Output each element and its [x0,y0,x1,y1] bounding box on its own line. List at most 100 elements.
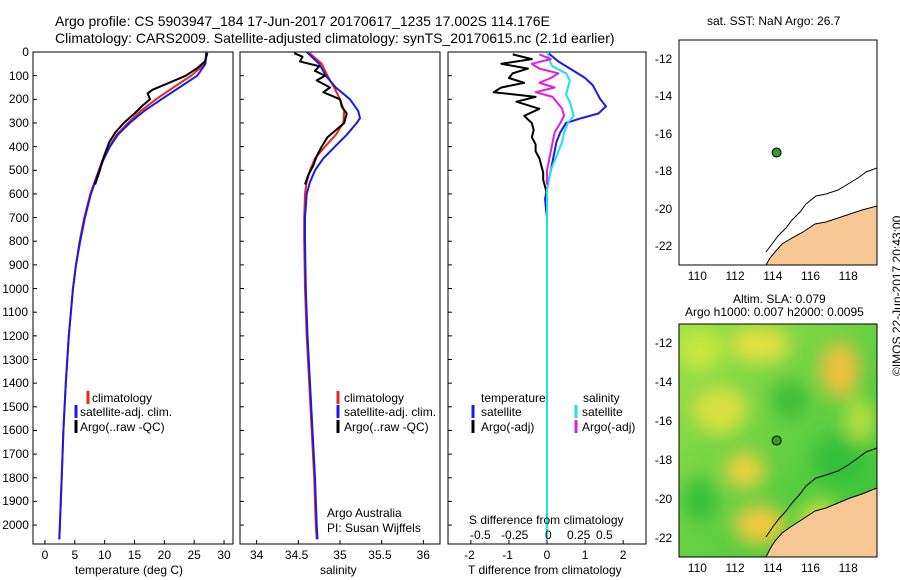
salinity-x-tick-label: 34 [249,548,264,562]
depth-y-tick-label: 0 [22,45,29,59]
sla-map-land [765,487,877,557]
sla_map-x-tick-label: 112 [725,561,745,575]
sla_map-y-tick-label: -14 [654,375,673,390]
temperature-x-tick-label: 30 [217,548,231,562]
difference-x-tick-label: -2 [464,548,475,562]
sst-map-land [765,205,877,265]
depth-y-tick-label: 1800 [2,470,29,485]
salinity-x-axis-label: salinity [320,563,357,577]
depth-y-tick-label: 1300 [2,352,29,367]
sla-map-heatmap [679,324,877,557]
sla-map-copyright-label: ©IMOS 22-Jun-2017 20:43:00 [890,215,900,376]
difference-legend-sal-satellite: satellite [582,405,623,419]
depth-y-tick-label: 300 [8,115,29,130]
temperature-x-axis-label: temperature (deg C) [75,563,184,577]
temperature-line-2 [94,52,209,185]
difference-line-1 [492,53,548,540]
temperature-x-tick-label: 20 [157,548,171,562]
depth-y-tick-label: 400 [8,139,29,154]
sla_map-y-tick-label: -20 [654,491,673,506]
temperature-legend-climatology: climatology [92,391,153,405]
salinity-annotation-institution: Argo Australia [327,506,402,520]
temperature-x-tick-label: 15 [127,548,142,562]
sla-map-title-line2: Argo h1000: 0.007 h2000: 0.0095 [685,305,864,319]
difference-x-tick-label: -1 [502,548,513,562]
salinity-annotation-pi: PI: Susan Wijffels [327,521,421,535]
difference-x-axis-label: T difference from climatology [468,563,622,577]
sst_map-x-tick-label: 116 [800,269,821,283]
sla-map-title-line1: Altim. SLA: 0.079 [733,292,826,306]
difference-legend-temp-argo: Argo(-adj) [481,420,535,434]
salinity-line-2 [293,52,348,185]
temperature-line-0 [58,52,209,540]
difference-line-2 [546,52,575,540]
depth-y-tick-label: 900 [8,257,29,272]
depth-y-tick-label: 1900 [2,494,29,509]
temperature-legend-satellite: satellite-adj. clim. [80,405,173,419]
difference-x-tick-label: 2 [619,548,627,562]
sla_map-x-tick-label: 110 [687,561,707,575]
difference-line-0 [544,52,607,540]
difference-x2-tick: 0 [545,528,552,542]
difference-series-group [492,52,607,540]
difference-legend-heading-salinity: salinity [583,391,620,405]
temperature-legend-argo: Argo(..raw -QC) [80,420,165,434]
sst_map-y-tick-label: -20 [654,201,673,216]
sst-map-coastline [765,167,877,253]
depth-y-tick-label: 1400 [2,376,29,391]
sst-map-title: sat. SST: NaN Argo: 26.7 [707,14,841,28]
depth-y-tick-label: 1700 [2,447,29,462]
difference-x2-axis-label: S difference from climatology [469,513,624,527]
depth-y-tick-label: 600 [8,186,29,201]
temperature-x-tick-label: 25 [187,548,201,562]
salinity-x-tick-label: 35.5 [368,548,392,562]
depth-y-tick-label: 200 [8,92,29,107]
sst-map [678,39,878,266]
depth-y-tick-label: 500 [8,163,29,178]
difference-x2-tick: 0.25 [567,528,591,542]
sst_map-x-tick-label: 118 [838,269,858,283]
sla-map-frame [678,323,878,558]
salinity-x-tick-label: 36 [416,548,430,562]
profile-lines [58,52,607,540]
sla_map-y-tick-label: -22 [654,530,673,545]
salinity-line-1 [304,52,361,540]
difference-x2-tick: -0.25 [501,528,529,542]
depth-y-tick-label: 100 [8,68,29,83]
sst-map-float-marker [771,147,782,158]
difference-x-tick-label: 1 [581,548,589,562]
temperature-series-group [58,52,209,540]
difference-x2-tick: 0.5 [596,528,613,542]
depth-y-tick-label: 1500 [2,399,29,414]
sst_map-y-tick-label: -16 [654,126,673,141]
depth-y-tick-label: 800 [8,234,29,249]
difference-x2-tick: -0.5 [470,528,491,542]
temperature-x-tick-label: 5 [71,548,79,562]
difference-line-3 [530,53,566,185]
salinity-x-tick-label: 35 [333,548,347,562]
temperature-x-tick-label: 0 [41,548,49,562]
difference-legend-heading-temperature: temperature [481,391,546,405]
sla_map-y-tick-label: -18 [654,452,673,467]
depth-y-tick-label: 700 [8,210,29,225]
sla_map-x-tick-label: 118 [838,561,858,575]
temperature-axes-frame [32,51,234,545]
sst_map-x-tick-label: 114 [763,269,783,283]
figure-title-line2: Climatology: CARS2009. Satellite-adjuste… [55,30,615,46]
salinity-x-tick-label: 34.5 [284,548,309,562]
sla_map-y-tick-label: -16 [654,414,673,429]
salinity-legend-satellite: satellite-adj. clim. [344,405,437,419]
sst_map-y-tick-label: -18 [654,164,673,179]
depth-y-tick-label: 1600 [2,423,29,438]
difference-legend-temp-satellite: satellite [481,405,522,419]
difference-legend-sal-argo: Argo(-adj) [582,420,636,434]
sla_map-x-tick-label: 116 [800,561,821,575]
sst_map-y-tick-label: -14 [654,89,673,104]
salinity-legend-argo: Argo(..raw -QC) [344,420,429,434]
salinity-line-0 [303,52,346,540]
sst_map-x-tick-label: 112 [725,269,745,283]
temperature-x-tick-label: 10 [97,548,112,562]
depth-y-tick-label: 1000 [2,281,29,296]
sla_map-y-tick-label: -12 [654,336,673,351]
